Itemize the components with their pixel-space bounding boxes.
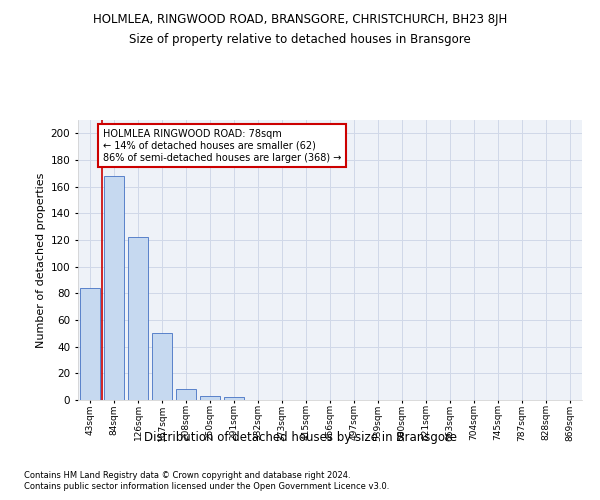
Bar (104, 176, 124, 400)
Text: HOLMLEA RINGWOOD ROAD: 78sqm
← 14% of detached houses are smaller (62)
86% of se: HOLMLEA RINGWOOD ROAD: 78sqm ← 14% of de… (103, 130, 341, 162)
Text: Distribution of detached houses by size in Bransgore: Distribution of detached houses by size … (143, 431, 457, 444)
Text: Size of property relative to detached houses in Bransgore: Size of property relative to detached ho… (129, 32, 471, 46)
Text: Contains HM Land Registry data © Crown copyright and database right 2024.: Contains HM Land Registry data © Crown c… (24, 471, 350, 480)
Bar (152, 334, 172, 400)
Text: HOLMLEA, RINGWOOD ROAD, BRANSGORE, CHRISTCHURCH, BH23 8JH: HOLMLEA, RINGWOOD ROAD, BRANSGORE, CHRIS… (93, 12, 507, 26)
Bar (80, 288, 100, 400)
Bar (128, 238, 148, 400)
Y-axis label: Number of detached properties: Number of detached properties (37, 172, 46, 348)
Bar (200, 396, 220, 400)
Bar (176, 390, 196, 400)
Text: Contains public sector information licensed under the Open Government Licence v3: Contains public sector information licen… (24, 482, 389, 491)
Bar (224, 398, 244, 400)
